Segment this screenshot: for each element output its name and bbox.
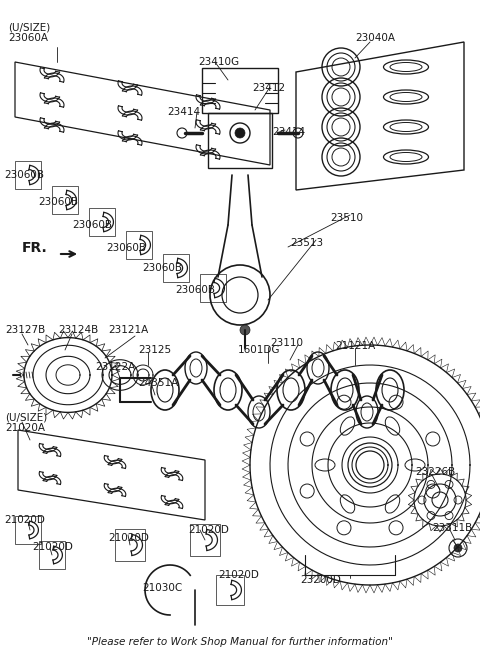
- Text: 23040A: 23040A: [355, 33, 395, 43]
- Text: 23127B: 23127B: [5, 325, 45, 335]
- Circle shape: [240, 325, 250, 335]
- Text: 23200D: 23200D: [300, 575, 341, 585]
- Bar: [163, 254, 189, 282]
- Circle shape: [454, 544, 462, 552]
- Text: 23124B: 23124B: [58, 325, 98, 335]
- Bar: [52, 186, 78, 214]
- Text: 23122A: 23122A: [95, 362, 135, 372]
- Bar: [89, 208, 115, 236]
- Text: 23110: 23110: [270, 338, 303, 348]
- Text: 23060B: 23060B: [106, 243, 146, 253]
- Text: 21030C: 21030C: [142, 583, 182, 593]
- Bar: [15, 516, 41, 544]
- Text: 21020D: 21020D: [4, 515, 45, 525]
- Text: 23412: 23412: [252, 83, 285, 93]
- Text: 21121A: 21121A: [335, 341, 375, 351]
- Text: 23414: 23414: [167, 107, 200, 117]
- Text: 23060B: 23060B: [4, 170, 44, 180]
- Text: 23414: 23414: [272, 127, 305, 137]
- Text: 23060B: 23060B: [175, 285, 215, 295]
- Text: (U/SIZE): (U/SIZE): [5, 413, 47, 423]
- Text: 21020D: 21020D: [108, 533, 149, 543]
- Text: 23060B: 23060B: [72, 220, 112, 230]
- Text: 23121A: 23121A: [108, 325, 148, 335]
- Text: "Please refer to Work Shop Manual for further information": "Please refer to Work Shop Manual for fu…: [87, 637, 393, 647]
- Circle shape: [235, 128, 245, 138]
- Bar: [202, 68, 278, 113]
- Bar: [126, 231, 152, 259]
- Bar: [216, 575, 244, 605]
- Text: 23060B: 23060B: [38, 197, 78, 207]
- Text: 21020A: 21020A: [5, 423, 45, 433]
- Text: 23410G: 23410G: [198, 57, 239, 67]
- Text: 1601DG: 1601DG: [238, 345, 280, 355]
- Bar: [15, 161, 41, 189]
- Text: 23060A: 23060A: [8, 33, 48, 43]
- Bar: [115, 529, 145, 561]
- Text: 23226B: 23226B: [415, 467, 455, 477]
- Bar: [200, 274, 226, 302]
- Text: 24351A: 24351A: [138, 378, 178, 388]
- Text: 23513: 23513: [290, 238, 323, 248]
- Text: 21020D: 21020D: [218, 570, 259, 580]
- Text: FR.: FR.: [22, 241, 48, 255]
- Text: 21020D: 21020D: [188, 525, 229, 535]
- Bar: [190, 524, 220, 556]
- Text: 21020D: 21020D: [32, 542, 73, 552]
- Text: 23311B: 23311B: [432, 523, 472, 533]
- Text: 23510: 23510: [330, 213, 363, 223]
- Text: 23060B: 23060B: [142, 263, 182, 273]
- Text: (U/SIZE): (U/SIZE): [8, 23, 50, 33]
- Text: 23125: 23125: [138, 345, 171, 355]
- Bar: [39, 541, 65, 569]
- Bar: [208, 113, 272, 168]
